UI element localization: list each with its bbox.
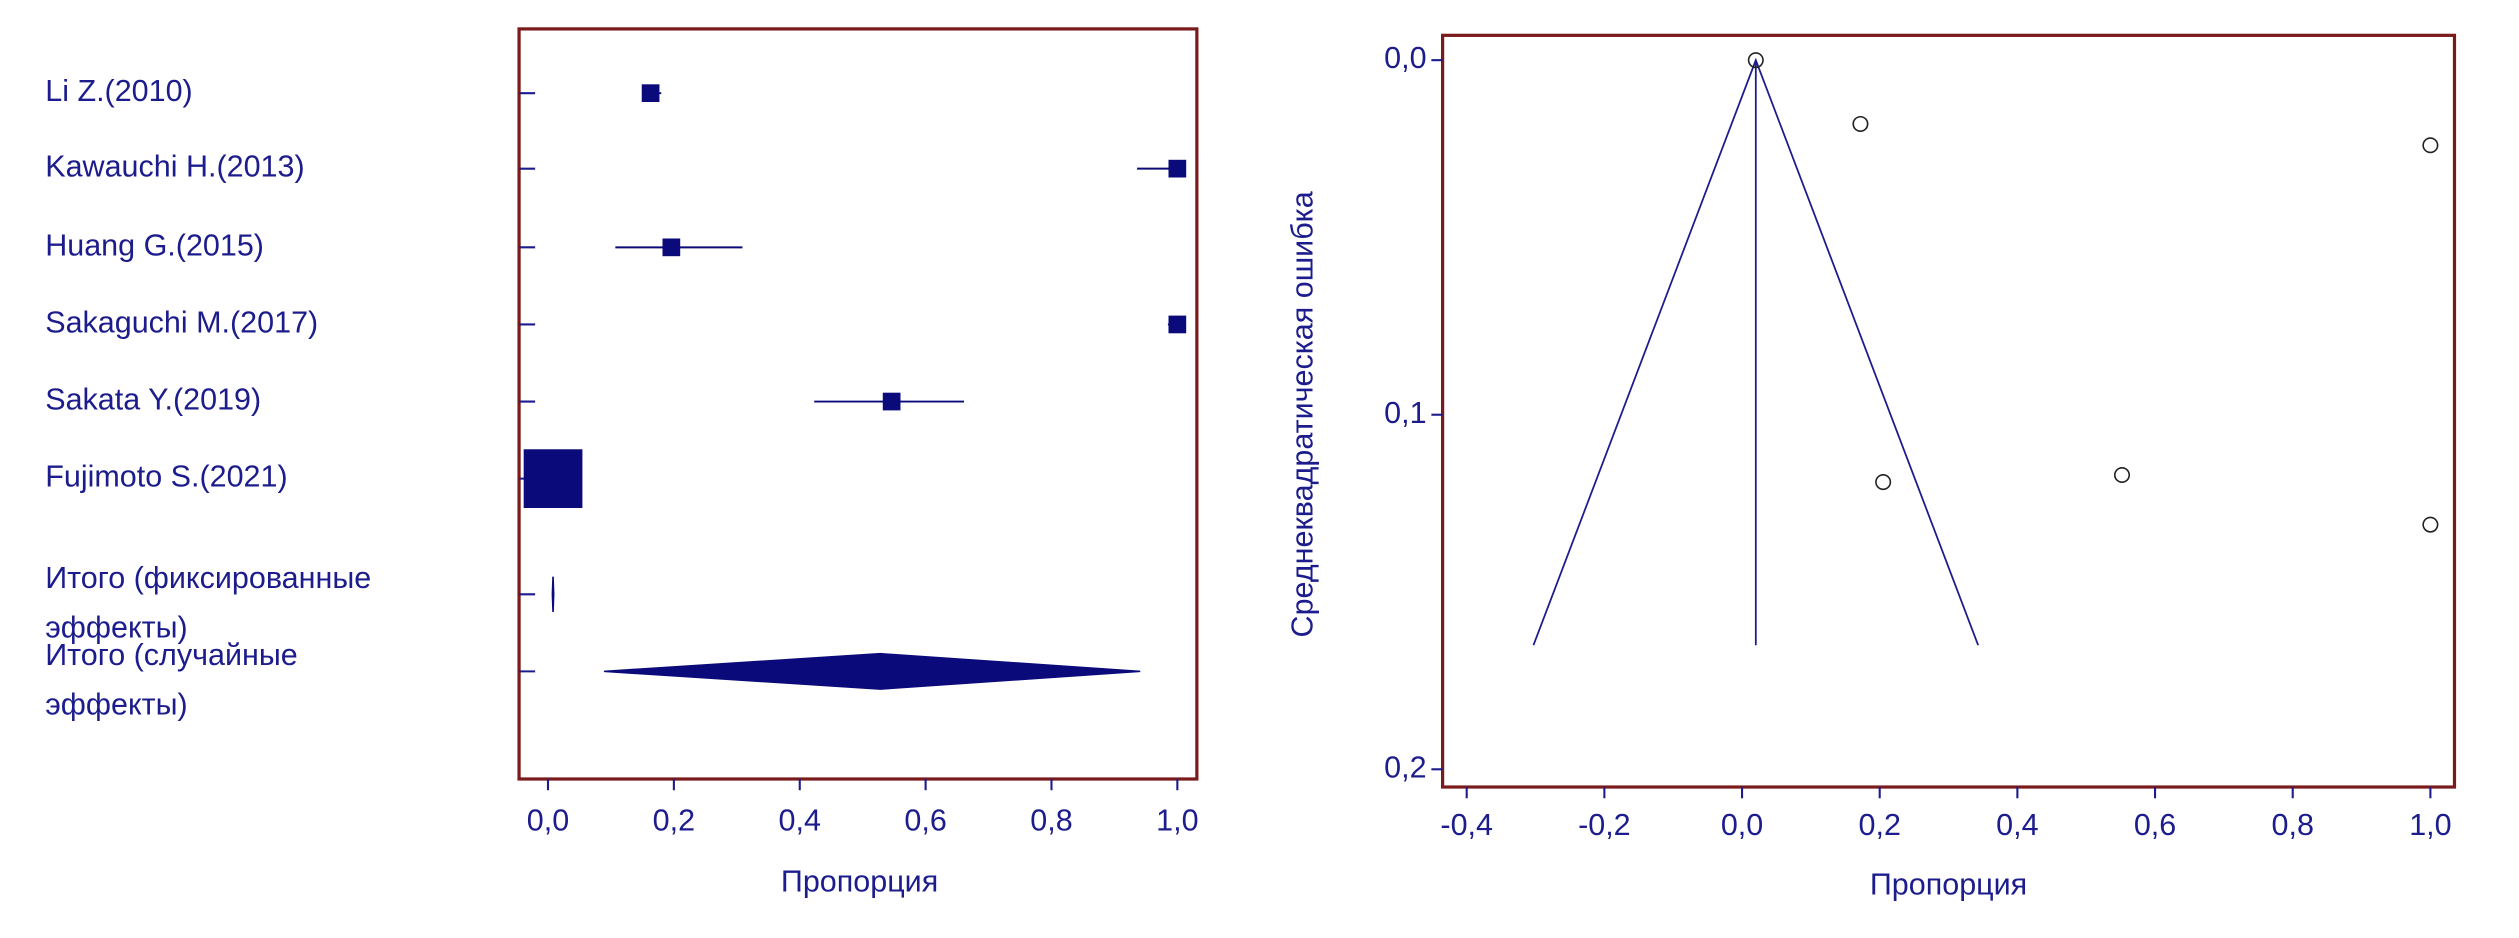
- study-point: [2422, 516, 2439, 533]
- x-tick-label: 0,2: [653, 803, 695, 837]
- pooled-label-line: Итого (случайные: [45, 638, 297, 672]
- x-tick-label: 0,0: [527, 803, 569, 837]
- study-label: Huang G.(2015): [45, 228, 264, 262]
- study-point: [1852, 115, 1869, 133]
- study-point: [2422, 137, 2439, 154]
- point-estimate: [1168, 159, 1187, 178]
- x-tick-label: 0,8: [2272, 808, 2314, 842]
- x-tick-label: 0,4: [779, 803, 821, 837]
- pooled-label: Итого (случайные эффекты): [45, 638, 297, 722]
- x-axis-title: Пропорция: [781, 864, 938, 898]
- study-point: [1747, 52, 1764, 69]
- study-label: Kawauchi H.(2013): [45, 150, 304, 184]
- pooled-diamond: [551, 576, 555, 612]
- pooled-label: Итого (фиксированные эффекты): [45, 561, 371, 645]
- y-axis-title: Среднеквадратическая ошибка: [1286, 191, 1320, 637]
- x-axis-title: Пропорция: [1870, 868, 2027, 902]
- x-tick-label: 0,4: [1996, 808, 2038, 842]
- study-label: Fujimoto S.(2021): [45, 460, 287, 494]
- pooled-diamond: [603, 652, 1141, 690]
- point-estimate: [1168, 315, 1187, 334]
- x-tick-label: -0,2: [1578, 808, 1631, 842]
- forest-frame: [517, 27, 1199, 781]
- funnel-lines: [1532, 57, 1979, 646]
- pooled-label-line: Итого (фиксированные: [45, 561, 371, 595]
- x-tick-label: -0,4: [1440, 808, 1493, 842]
- point-estimate: [882, 392, 901, 411]
- point-estimate: [641, 84, 660, 103]
- x-tick-label: 1,0: [1156, 803, 1198, 837]
- y-tick-label: 0,2: [1384, 750, 1426, 784]
- study-label: Sakata Y.(2019): [45, 383, 261, 417]
- y-tick-label: 0,0: [1384, 41, 1426, 75]
- x-tick-label: 0,2: [1859, 808, 1901, 842]
- x-tick-label: 0,8: [1030, 803, 1072, 837]
- study-label: Li Z.(2010): [45, 74, 192, 108]
- point-estimate: [523, 449, 583, 508]
- pooled-label-line: эффекты): [45, 611, 187, 645]
- x-tick-label: 0,0: [1721, 808, 1763, 842]
- study-point: [1875, 474, 1892, 491]
- y-tick-label: 0,1: [1384, 396, 1426, 430]
- x-tick-label: 1,0: [2409, 808, 2451, 842]
- study-label: Sakaguchi M.(2017): [45, 306, 318, 340]
- pooled-label-line: эффекты): [45, 688, 187, 722]
- x-tick-label: 0,6: [904, 803, 946, 837]
- x-tick-label: 0,6: [2134, 808, 2176, 842]
- funnel-frame: [1440, 33, 2457, 789]
- study-point: [2113, 466, 2131, 484]
- point-estimate: [662, 238, 681, 257]
